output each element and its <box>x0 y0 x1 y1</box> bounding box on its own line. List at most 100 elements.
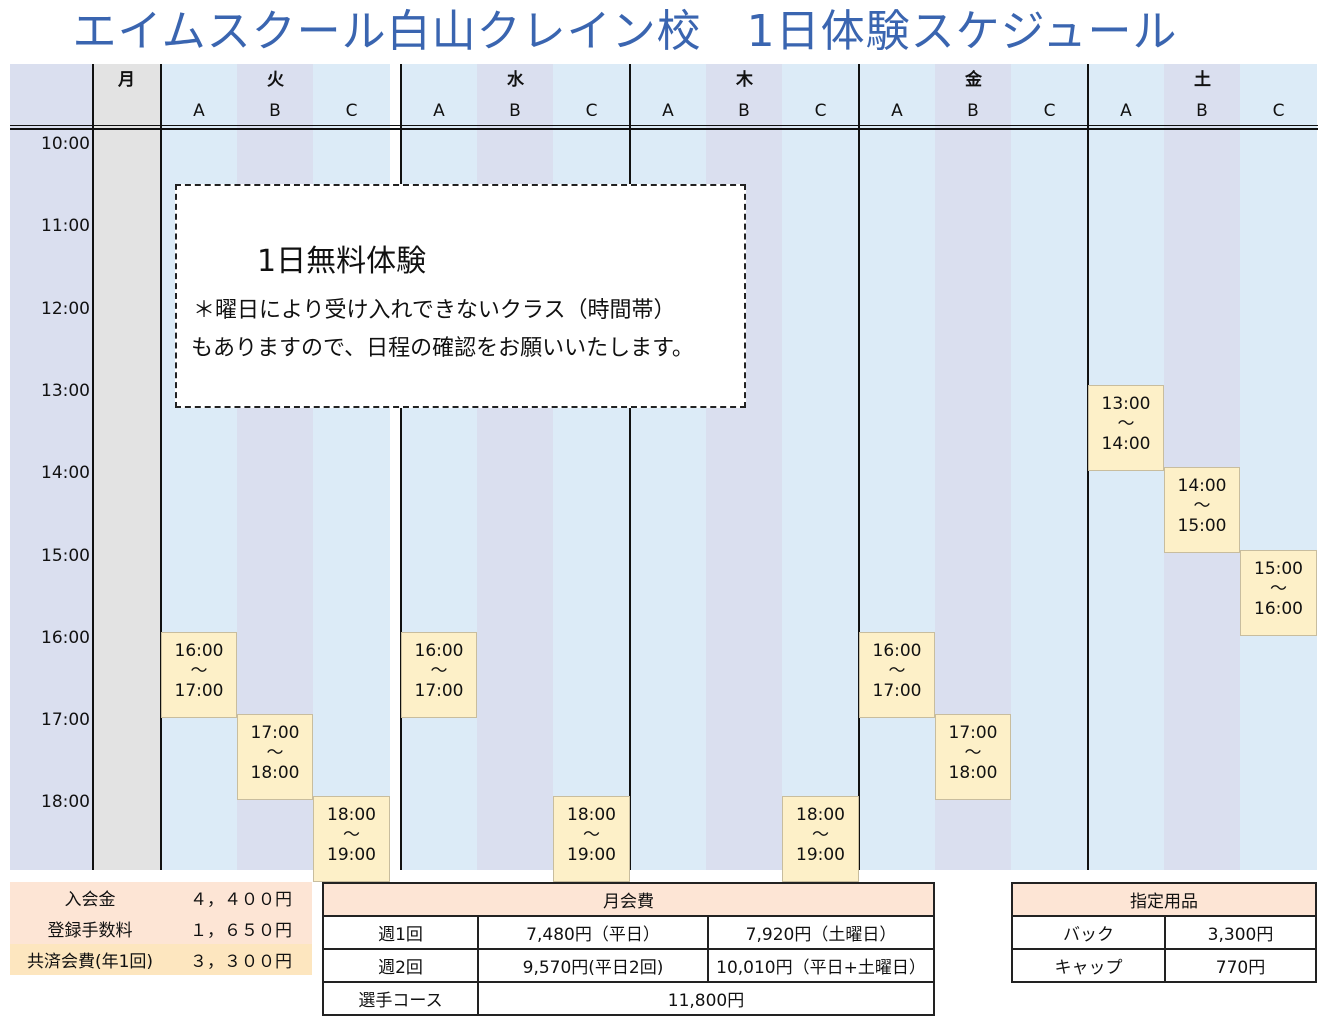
class-subheader: C <box>585 101 598 121</box>
class-time-slot: 18:00 〜 19:00 <box>553 796 630 883</box>
slot-sep: 〜 <box>1117 413 1135 434</box>
slot-end: 17:00 <box>414 680 464 701</box>
slot-start: 17:00 <box>948 723 998 744</box>
note-line-2: もありますので、日程の確認をお願いいたします。 <box>191 336 694 361</box>
slot-end: 19:00 <box>327 845 376 866</box>
slot-sep: 〜 <box>964 743 982 764</box>
class-subheader: C <box>1272 101 1285 121</box>
time-label: 16:00 <box>41 627 90 648</box>
slot-start: 17:00 <box>250 723 300 744</box>
class-subheader: C <box>345 101 358 121</box>
class-subheader: C <box>1043 101 1056 121</box>
course-label: 選手コース <box>322 981 479 1016</box>
page-title: エイムスクール白山クレイン校 1日体験スケジュール <box>72 6 1178 57</box>
fees-table: 入会金 ４，４００円 登録手数料 １，６５０円 共済会費(年1回) ３，３００円 <box>10 882 312 975</box>
monthly-weekday-price: 9,570円(平日2回) <box>477 948 709 983</box>
class-column-bg <box>859 64 935 870</box>
monthly-saturday-price: 7,920円（土曜日） <box>707 915 935 950</box>
class-subheader: A <box>662 101 674 121</box>
class-time-slot: 18:00 〜 19:00 <box>782 796 859 883</box>
goods-price: 770円 <box>1164 948 1317 983</box>
fee-row: 入会金 ４，４００円 <box>10 882 312 913</box>
time-label: 11:00 <box>41 216 90 237</box>
slot-sep: 〜 <box>266 743 284 764</box>
goods-table: 指定用品 バック 3,300円 キャップ 770円 <box>1011 882 1317 983</box>
fee-value: １，６５０円 <box>170 913 312 944</box>
day-header: 木 <box>736 70 753 90</box>
slot-sep: 〜 <box>1270 578 1287 599</box>
free-trial-note: 1日無料体験 ＊曜日により受け入れできないクラス（時間帯） もありますので、日程… <box>175 184 746 408</box>
class-subheader: B <box>1196 101 1208 121</box>
column-divider <box>160 64 162 870</box>
slot-end: 18:00 <box>948 763 998 784</box>
day-header: 金 <box>965 70 982 90</box>
monthly-row-label: 週1回 <box>322 915 479 950</box>
time-label: 17:00 <box>41 710 90 731</box>
time-label: 14:00 <box>41 463 90 484</box>
fee-row: 共済会費(年1回) ３，３００円 <box>10 944 312 975</box>
slot-end: 18:00 <box>250 763 300 784</box>
day-header: 土 <box>1194 70 1211 90</box>
table-row: キャップ 770円 <box>1011 948 1317 983</box>
slot-sep: 〜 <box>812 825 829 846</box>
slot-start: 16:00 <box>872 640 922 661</box>
class-time-slot: 13:00 〜 14:00 <box>1088 384 1164 471</box>
slot-end: 16:00 <box>1254 598 1303 619</box>
slot-end: 17:00 <box>174 680 224 701</box>
course-price: 11,800円 <box>477 981 935 1016</box>
class-time-slot: 17:00 〜 18:00 <box>237 714 313 801</box>
table-row: 週1回 7,480円（平日） 7,920円（土曜日） <box>322 915 935 950</box>
slot-start: 18:00 <box>567 805 616 826</box>
class-time-slot: 15:00 〜 16:00 <box>1240 549 1317 636</box>
class-subheader: B <box>509 101 521 121</box>
time-label: 18:00 <box>41 792 90 813</box>
slot-end: 19:00 <box>796 845 845 866</box>
day-header: 水 <box>507 70 524 90</box>
slot-end: 17:00 <box>872 680 922 701</box>
slot-sep: 〜 <box>190 660 208 681</box>
time-label: 15:00 <box>41 545 90 566</box>
class-time-slot: 18:00 〜 19:00 <box>313 796 390 883</box>
class-column-bg <box>782 64 859 870</box>
class-subheader: C <box>814 101 827 121</box>
table-row: 選手コース 11,800円 <box>322 981 935 1016</box>
header-divider <box>10 128 1318 130</box>
slot-sep: 〜 <box>888 660 906 681</box>
note-title: 1日無料体験 <box>257 244 427 279</box>
slot-start: 14:00 <box>1177 476 1227 497</box>
fee-value: ３，３００円 <box>170 944 312 975</box>
slot-sep: 〜 <box>583 825 600 846</box>
class-time-slot: 16:00 〜 17:00 <box>859 631 935 718</box>
class-time-slot: 16:00 〜 17:00 <box>161 631 237 718</box>
fee-label: 登録手数料 <box>10 913 170 944</box>
monthly-header: 月会費 <box>322 882 935 917</box>
slot-start: 18:00 <box>327 805 376 826</box>
slot-sep: 〜 <box>343 825 360 846</box>
class-subheader: A <box>891 101 903 121</box>
slot-start: 13:00 <box>1101 393 1151 414</box>
class-column-bg <box>1240 64 1317 870</box>
day-header: 火 <box>267 70 284 90</box>
slot-start: 16:00 <box>174 640 224 661</box>
fee-label: 共済会費(年1回) <box>10 944 170 975</box>
class-column-bg <box>1011 64 1088 870</box>
class-subheader: A <box>1120 101 1132 121</box>
table-row: バック 3,300円 <box>1011 915 1317 950</box>
column-divider <box>92 64 94 870</box>
slot-end: 15:00 <box>1177 516 1227 537</box>
column-divider <box>629 64 631 870</box>
monthly-weekday-price: 7,480円（平日） <box>477 915 709 950</box>
time-column-bg <box>10 64 92 870</box>
monthly-fee-table: 月会費 週1回 7,480円（平日） 7,920円（土曜日） 週2回 9,570… <box>322 882 935 1016</box>
slot-end: 14:00 <box>1101 433 1151 454</box>
fee-value: ４，４００円 <box>170 882 312 913</box>
class-subheader: B <box>738 101 750 121</box>
class-subheader: A <box>193 101 205 121</box>
slot-sep: 〜 <box>1193 496 1211 517</box>
time-label: 12:00 <box>41 298 90 319</box>
class-subheader: A <box>433 101 445 121</box>
slot-end: 19:00 <box>567 845 616 866</box>
day-header: 月 <box>118 70 135 90</box>
monthly-saturday-price: 10,010円（平日+土曜日） <box>707 948 935 983</box>
class-subheader: B <box>967 101 979 121</box>
